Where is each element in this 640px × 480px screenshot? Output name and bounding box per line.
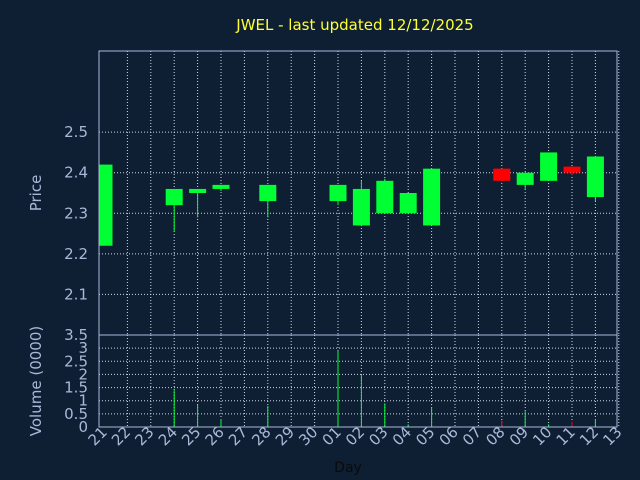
volume-tick-label: 2 <box>78 365 88 383</box>
candle-body <box>540 152 558 181</box>
candle-body <box>329 184 347 202</box>
candle-body <box>563 166 581 173</box>
candle-body <box>212 184 230 189</box>
volume-tick-label: 1.5 <box>64 379 88 397</box>
candle-body <box>493 168 511 181</box>
volume-y-ticks: 00.511.522.533.5 <box>64 326 88 436</box>
candle-body <box>423 168 441 226</box>
price-panel: 2.1 2.2 2.3 2.4 2.5 Price <box>27 50 620 336</box>
volume-tick-label: 0 <box>78 418 88 436</box>
volume-tick-label: 3 <box>78 339 88 357</box>
price-candles <box>99 152 604 246</box>
x-axis-ticks: 2122232425262728293001020304050607080910… <box>85 423 626 449</box>
volume-panel: 00.511.522.533.5 Volume (0000) <box>27 326 620 436</box>
candle-body <box>189 188 207 193</box>
candle-body <box>586 156 604 198</box>
price-tick-label: 2.4 <box>64 164 88 182</box>
candle-body <box>376 180 394 214</box>
price-tick-label: 2.2 <box>64 245 88 263</box>
candle-body <box>399 193 417 214</box>
candle-body <box>352 188 370 226</box>
volume-plot-area <box>99 335 617 427</box>
volume-tick-label: 0.5 <box>64 405 88 423</box>
price-y-ticks: 2.1 2.2 2.3 2.4 2.5 <box>64 123 88 303</box>
price-tick-label: 2.1 <box>64 285 88 303</box>
price-tick-label: 2.5 <box>64 123 88 141</box>
candle-body <box>99 164 113 246</box>
volume-panel-frame <box>98 334 618 428</box>
volume-bars <box>173 350 596 427</box>
price-axis-label: Price <box>27 175 45 212</box>
price-tick-label: 2.3 <box>64 204 88 222</box>
chart-title: JWEL - last updated 12/12/2025 <box>235 16 473 34</box>
volume-tick-label: 3.5 <box>64 326 88 344</box>
x-axis-label: Day <box>334 460 362 476</box>
volume-tick-label: 1 <box>78 392 88 410</box>
candle-body <box>259 184 277 202</box>
volume-tick-label: 2.5 <box>64 352 88 370</box>
volume-axis-label: Volume (0000) <box>27 326 45 436</box>
candle-body <box>165 188 183 206</box>
volume-gridlines <box>99 335 620 427</box>
candle-body <box>516 172 534 185</box>
